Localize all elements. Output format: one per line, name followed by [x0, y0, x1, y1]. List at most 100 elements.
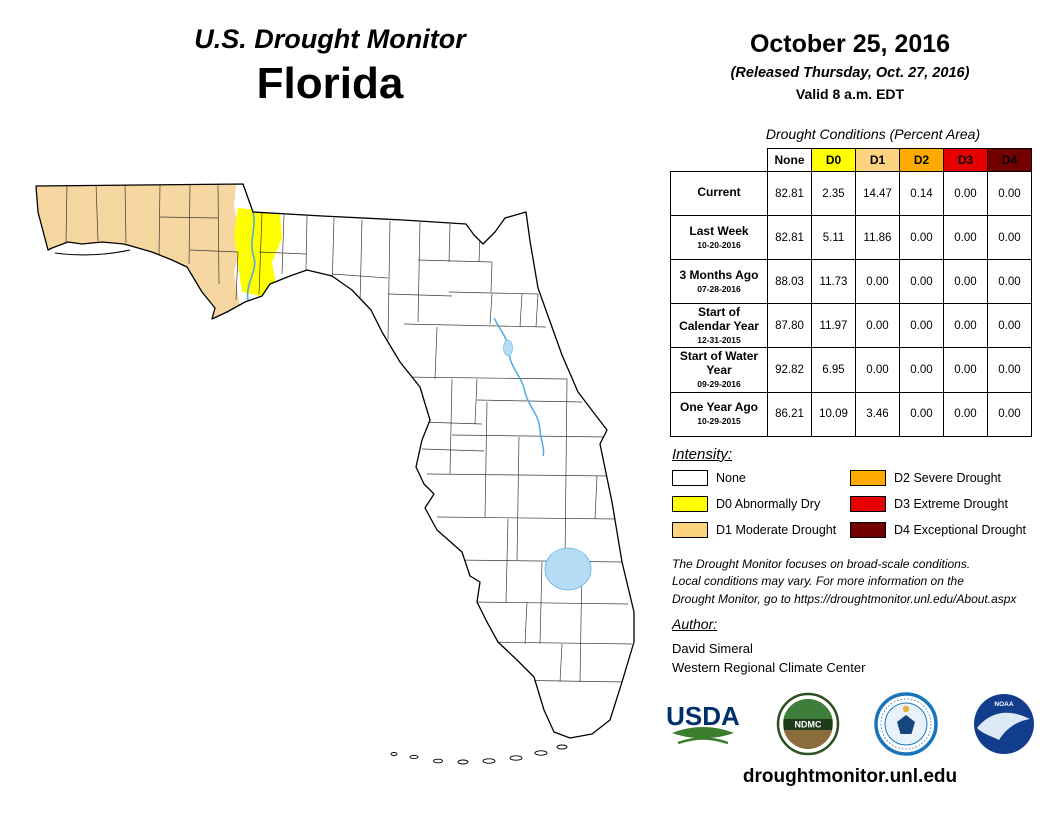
- date-block: October 25, 2016 (Released Thursday, Oct…: [664, 30, 1036, 102]
- table-cell: 2.35: [811, 171, 856, 216]
- title-block: U.S. Drought Monitor Florida: [100, 24, 560, 109]
- table-cell: 11.86: [855, 215, 900, 260]
- row-label: Last Week 10-20-2016: [670, 215, 768, 260]
- table-row: Last Week 10-20-2016 82.81 5.11 11.86 0.0…: [670, 215, 1032, 260]
- legend-item-d4: D4 Exceptional Drought: [850, 522, 1026, 538]
- d1-swatch: [672, 522, 708, 538]
- table-cell: 0.00: [987, 391, 1032, 437]
- table-cell: 0.00: [899, 259, 944, 304]
- svg-text:NDMC: NDMC: [795, 720, 822, 730]
- table-cell: 0.00: [987, 259, 1032, 304]
- commerce-seal-logo: [874, 692, 938, 756]
- table-cell: 0.00: [899, 302, 944, 349]
- table-title: Drought Conditions (Percent Area): [765, 126, 981, 142]
- valid-time: Valid 8 a.m. EDT: [795, 86, 905, 102]
- d3-swatch: [850, 496, 886, 512]
- row-label: 3 Months Ago 07-28-2016: [670, 259, 768, 304]
- table-cell: 82.81: [767, 171, 812, 216]
- svg-text:NOAA: NOAA: [994, 701, 1013, 708]
- state-outline: [35, 183, 635, 739]
- legend-item-d3: D3 Extreme Drought: [850, 496, 1026, 512]
- author-title: Author:: [672, 616, 718, 632]
- florida-keys: [390, 744, 568, 765]
- table-cell: 0.00: [943, 259, 988, 304]
- table-cell: 0.00: [855, 259, 900, 304]
- legend-item-d2: D2 Severe Drought: [850, 470, 1026, 486]
- florida-drought-map: [35, 183, 635, 765]
- county-boundaries: [65, 184, 633, 683]
- table-cell: 10.09: [811, 391, 856, 437]
- table-cell: 0.14: [899, 171, 944, 216]
- state-land: [36, 184, 634, 738]
- row-label: One Year Ago 10-29-2015: [670, 391, 768, 437]
- table-cell: 86.21: [767, 391, 812, 437]
- column-header-d2: D2: [899, 148, 944, 172]
- table-cell: 0.00: [855, 302, 900, 349]
- table-cell: 3.46: [855, 391, 900, 437]
- table-corner-cell: [670, 148, 768, 172]
- legend-item-d1: D1 Moderate Drought: [672, 522, 850, 538]
- d2-swatch: [850, 470, 886, 486]
- column-header-none: None: [767, 148, 812, 172]
- author-org: Western Regional Climate Center: [672, 660, 866, 675]
- report-date: October 25, 2016: [749, 30, 951, 58]
- state-title: Florida: [256, 59, 404, 108]
- table-cell: 82.81: [767, 215, 812, 260]
- table-cell: 11.97: [811, 302, 856, 349]
- table-row: Current 82.81 2.35 14.47 0.14 0.00 0.00: [670, 171, 1032, 216]
- svg-text:USDA: USDA: [666, 701, 740, 731]
- table-cell: 0.00: [943, 171, 988, 216]
- author-block: Author: David Simeral Western Regional C…: [672, 616, 865, 675]
- legend-item-d0: D0 Abnormally Dry: [672, 496, 850, 512]
- barrier-island: [54, 249, 131, 256]
- table-cell: 0.00: [943, 215, 988, 260]
- table-row: Start of Water Year 09-29-2016 92.82 6.95…: [670, 347, 1032, 393]
- table-cell: 0.00: [987, 171, 1032, 216]
- table-cell: 0.00: [943, 391, 988, 437]
- released-date: (Released Thursday, Oct. 27, 2016): [730, 65, 970, 81]
- column-header-d4: D4: [987, 148, 1032, 172]
- table-cell: 0.00: [899, 347, 944, 393]
- row-label: Start of Calendar Year 12-31-2015: [670, 302, 768, 349]
- conditions-table: None D0 D1 D2 D3 D4 Current 82.81 2.35 1…: [670, 148, 1032, 437]
- lake-okeechobee: [544, 547, 592, 591]
- map-container: [22, 172, 667, 774]
- row-label: Current: [670, 171, 768, 216]
- table-cell: 92.82: [767, 347, 812, 393]
- table-cell: 88.03: [767, 259, 812, 304]
- noaa-logo: NOAA: [974, 694, 1034, 754]
- table-cell: 0.00: [855, 347, 900, 393]
- table-cell: 87.80: [767, 302, 812, 349]
- table-cell: 14.47: [855, 171, 900, 216]
- table-cell: 0.00: [987, 347, 1032, 393]
- column-header-d0: D0: [811, 148, 856, 172]
- table-cell: 0.00: [987, 215, 1032, 260]
- none-swatch: [672, 470, 708, 486]
- d0-swatch: [672, 496, 708, 512]
- d0-region: [234, 208, 282, 296]
- table-row: Start of Calendar Year 12-31-2015 87.80 1…: [670, 302, 1032, 349]
- table-cell: 0.00: [899, 215, 944, 260]
- row-label: Start of Water Year 09-29-2016: [670, 347, 768, 393]
- table-cell: 5.11: [811, 215, 856, 260]
- legend-title: Intensity:: [672, 446, 733, 463]
- table-cell: 0.00: [943, 347, 988, 393]
- d1-region: [36, 184, 242, 337]
- logo-row: USDA NDMC NOAA: [664, 692, 1036, 756]
- legend-item-none: None: [672, 470, 850, 486]
- apalachicola-river: [246, 211, 256, 301]
- table-cell: 0.00: [899, 391, 944, 437]
- table-row: One Year Ago 10-29-2015 86.21 10.09 3.46 …: [670, 391, 1032, 437]
- table-cell: 0.00: [943, 302, 988, 349]
- intensity-legend: None D0 Abnormally Dry D1 Moderate Droug…: [672, 470, 1026, 538]
- usda-logo: USDA: [666, 701, 740, 745]
- lake-george: [503, 339, 513, 357]
- table-cell: 0.00: [987, 302, 1032, 349]
- column-header-d3: D3: [943, 148, 988, 172]
- table-row: 3 Months Ago 07-28-2016 88.03 11.73 0.00 …: [670, 259, 1032, 304]
- d4-swatch: [850, 522, 886, 538]
- site-url: droughtmonitor.unl.edu: [742, 766, 958, 787]
- table-cell: 6.95: [811, 347, 856, 393]
- column-header-d1: D1: [855, 148, 900, 172]
